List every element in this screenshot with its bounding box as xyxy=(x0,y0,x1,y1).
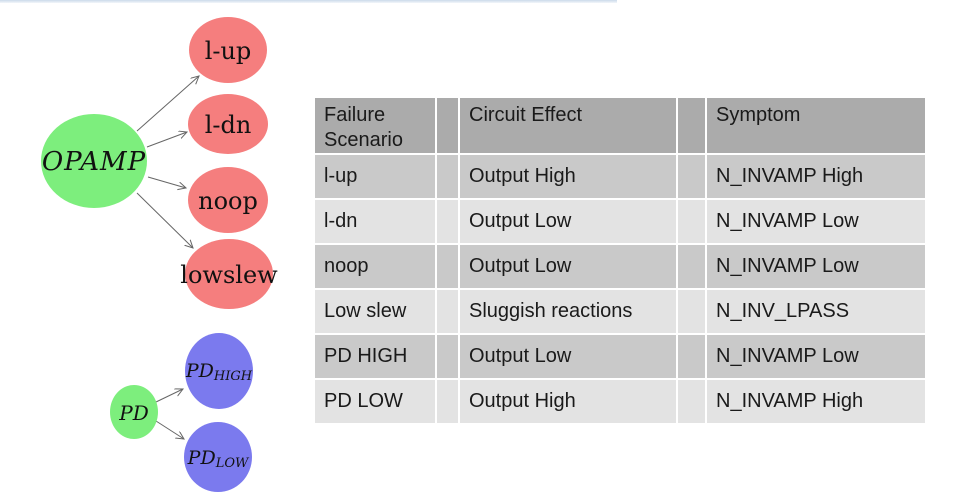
pd-low-subscript: LOW xyxy=(215,456,250,471)
edge-opamp-lowslew xyxy=(136,192,193,248)
cell-failure-scenario: Low slew xyxy=(313,288,437,335)
node-l-dn xyxy=(188,94,268,154)
pd-high-main: PD xyxy=(185,360,214,382)
edge-opamp-lup xyxy=(136,76,199,132)
cell-circuit-effect: Output Low xyxy=(458,198,678,245)
cell-symptom: N_INV_LPASS xyxy=(705,288,927,335)
node-pd-high xyxy=(185,333,253,409)
edge-pd-low xyxy=(155,420,184,439)
cell-symptom: N_INVAMP Low xyxy=(705,333,927,380)
node-l-up-label: l-up xyxy=(205,37,252,65)
node-pd-low-label: PDLOW xyxy=(187,447,250,471)
cell-spacer xyxy=(676,333,707,380)
cell-circuit-effect: Sluggish reactions xyxy=(458,288,678,335)
cell-spacer xyxy=(435,198,460,245)
cell-spacer xyxy=(676,153,707,200)
header-circuit-effect: Circuit Effect xyxy=(458,96,678,155)
cell-spacer xyxy=(676,378,707,425)
node-noop-label: noop xyxy=(198,187,258,215)
header-spacer-1 xyxy=(435,96,460,155)
node-lowslew xyxy=(185,239,273,309)
edge-opamp-noop xyxy=(147,176,186,188)
table-row: Low slew Sluggish reactions N_INV_LPASS xyxy=(313,288,927,335)
cell-circuit-effect: Output High xyxy=(458,153,678,200)
cell-spacer xyxy=(435,378,460,425)
table-row: l-dn Output Low N_INVAMP Low xyxy=(313,198,927,245)
cell-circuit-effect: Output Low xyxy=(458,333,678,380)
node-pd xyxy=(110,385,158,439)
edge-opamp-ldn xyxy=(146,132,187,148)
cell-failure-scenario: l-dn xyxy=(313,198,437,245)
node-pd-label: PD xyxy=(118,401,149,425)
node-pd-low xyxy=(184,422,252,492)
pd-edges xyxy=(155,389,184,439)
node-opamp xyxy=(41,114,147,208)
pd-low-main: PD xyxy=(187,447,216,469)
pd-high-subscript: HIGH xyxy=(213,369,253,384)
node-pd-high-label: PDHIGH xyxy=(185,360,253,384)
opamp-edges xyxy=(136,76,199,248)
cell-spacer xyxy=(435,333,460,380)
table-row: l-up Output High N_INVAMP High xyxy=(313,153,927,200)
cell-circuit-effect: Output High xyxy=(458,378,678,425)
cell-failure-scenario: PD HIGH xyxy=(313,333,437,380)
edge-pd-high xyxy=(155,389,183,403)
failure-scenario-table: Failure Scenario Circuit Effect Symptom … xyxy=(313,96,927,425)
cell-symptom: N_INVAMP Low xyxy=(705,198,927,245)
table-row: PD LOW Output High N_INVAMP High xyxy=(313,378,927,425)
cell-symptom: N_INVAMP High xyxy=(705,378,927,425)
window-top-edge xyxy=(0,0,617,3)
cell-spacer xyxy=(435,153,460,200)
cell-spacer xyxy=(676,288,707,335)
table-row: noop Output Low N_INVAMP Low xyxy=(313,243,927,290)
cell-symptom: N_INVAMP Low xyxy=(705,243,927,290)
cell-spacer xyxy=(676,198,707,245)
cell-circuit-effect: Output Low xyxy=(458,243,678,290)
cell-spacer xyxy=(435,243,460,290)
node-l-up xyxy=(189,17,267,83)
failure-mode-diagram: OPAMP l-up l-dn noop lowslew PD PDHIGH P… xyxy=(41,17,278,492)
table-row: PD HIGH Output Low N_INVAMP Low xyxy=(313,333,927,380)
node-noop xyxy=(188,167,268,233)
cell-symptom: N_INVAMP High xyxy=(705,153,927,200)
cell-failure-scenario: noop xyxy=(313,243,437,290)
cell-failure-scenario: PD LOW xyxy=(313,378,437,425)
table-header-row: Failure Scenario Circuit Effect Symptom xyxy=(313,96,927,155)
cell-failure-scenario: l-up xyxy=(313,153,437,200)
cell-spacer xyxy=(676,243,707,290)
node-lowslew-label: lowslew xyxy=(180,261,278,289)
node-l-dn-label: l-dn xyxy=(205,111,252,139)
cell-spacer xyxy=(435,288,460,335)
header-symptom: Symptom xyxy=(705,96,927,155)
header-spacer-2 xyxy=(676,96,707,155)
header-failure-scenario: Failure Scenario xyxy=(313,96,437,155)
node-opamp-label: OPAMP xyxy=(42,147,146,177)
